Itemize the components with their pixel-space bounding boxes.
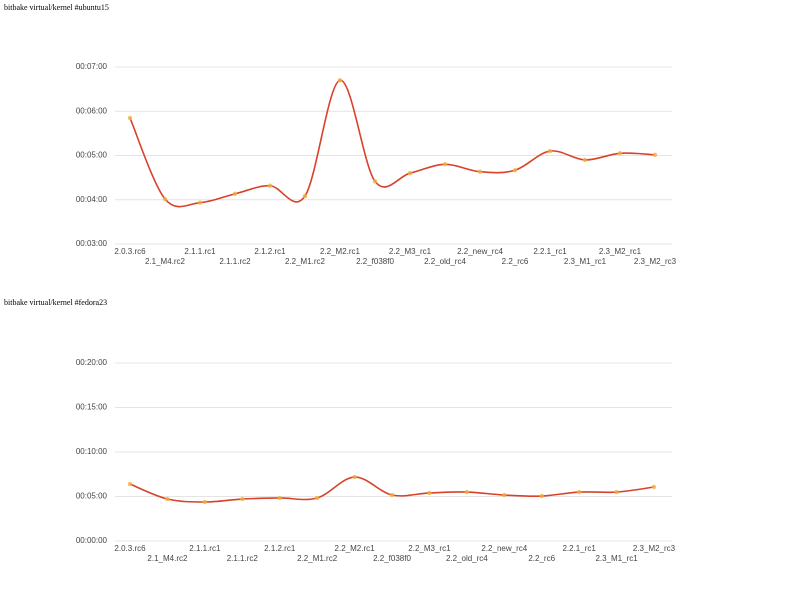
data-point (352, 474, 357, 480)
data-point (502, 492, 507, 498)
y-tick-label: 00:04:00 (76, 195, 108, 204)
data-point (477, 169, 483, 174)
series-line (129, 476, 655, 503)
y-tick-label: 00:00:00 (76, 536, 108, 545)
data-point (127, 115, 133, 121)
x-tick-label: 2.2_new_rc4 (481, 544, 527, 553)
data-point (512, 168, 518, 173)
x-tick-label: 2.1.1.rc1 (184, 247, 216, 256)
x-tick-label: 2.1.1.rc2 (219, 257, 251, 266)
x-tick-label: 2.2.1_rc1 (533, 247, 567, 256)
x-tick-label: 2.2_rc6 (502, 257, 529, 266)
x-tick-label: 2.2.1_rc1 (562, 544, 596, 553)
data-point (372, 179, 378, 184)
y-tick-label: 00:07:00 (76, 62, 108, 71)
x-tick-label: 2.1.1.rc2 (227, 554, 259, 563)
data-point (651, 484, 657, 490)
data-point (539, 493, 544, 499)
data-point (652, 152, 658, 157)
x-tick-label: 2.2_M1.rc2 (285, 257, 326, 266)
chart-title: bitbake virtual/kernel #ubuntu15 (4, 3, 109, 12)
data-point (165, 496, 170, 502)
x-tick-label: 2.2_M3_rc1 (389, 247, 432, 256)
x-tick-label: 2.2_old_rc4 (424, 257, 466, 266)
y-tick-label: 00:15:00 (76, 403, 108, 412)
y-tick-label: 00:20:00 (76, 358, 108, 367)
x-tick-label: 2.2_f038f0 (356, 257, 394, 266)
data-point (389, 492, 395, 498)
data-point (162, 196, 168, 202)
data-point (232, 191, 238, 197)
x-tick-label: 2.2_rc6 (528, 554, 555, 563)
x-tick-label: 2.1.1.rc1 (189, 544, 221, 553)
data-point (427, 490, 432, 496)
data-point (127, 481, 133, 487)
data-point (442, 162, 448, 167)
x-tick-label: 2.0.3.rc6 (114, 247, 146, 256)
x-tick-label: 2.1.2.rc1 (264, 544, 296, 553)
data-point (240, 496, 245, 502)
data-point (277, 495, 282, 501)
data-point (407, 171, 413, 176)
chart-title: bitbake virtual/kernel #fedora23 (4, 298, 107, 307)
x-tick-label: 2.2_M1.rc2 (297, 554, 338, 563)
x-tick-label: 2.3_M2_rc3 (633, 544, 676, 553)
x-tick-label: 2.3_M1_rc1 (595, 554, 638, 563)
data-point (614, 489, 619, 495)
x-tick-label: 2.1.2.rc1 (254, 247, 286, 256)
x-tick-label: 2.3_M2_rc1 (599, 247, 642, 256)
data-point (464, 489, 470, 495)
x-tick-label: 2.2_M2.rc1 (335, 544, 376, 553)
x-tick-label: 2.3_M1_rc1 (564, 257, 607, 266)
data-point (337, 78, 343, 83)
data-point (576, 489, 582, 495)
x-tick-label: 2.1_M4.rc2 (147, 554, 188, 563)
x-tick-label: 2.2_M2.rc1 (320, 247, 361, 256)
y-tick-label: 00:05:00 (76, 151, 108, 160)
x-tick-label: 2.2_old_rc4 (446, 554, 488, 563)
data-point (547, 148, 553, 154)
x-tick-label: 2.1_M4.rc2 (145, 257, 186, 266)
x-tick-label: 2.0.3.rc6 (114, 544, 146, 553)
series-line (129, 79, 656, 208)
data-point (302, 193, 308, 199)
x-tick-label: 2.2_f038f0 (373, 554, 411, 563)
y-tick-label: 00:10:00 (76, 447, 108, 456)
data-point (202, 499, 208, 505)
x-tick-label: 2.2_new_rc4 (457, 247, 503, 256)
y-tick-label: 00:05:00 (76, 492, 108, 501)
data-point (582, 157, 588, 163)
data-point (267, 183, 273, 188)
y-tick-label: 00:03:00 (76, 239, 108, 248)
data-point (314, 495, 320, 501)
y-tick-label: 00:06:00 (76, 106, 108, 115)
x-tick-label: 2.2_M3_rc1 (408, 544, 451, 553)
data-point (617, 151, 623, 156)
data-point (197, 200, 203, 205)
x-tick-label: 2.3_M2_rc3 (634, 257, 677, 266)
